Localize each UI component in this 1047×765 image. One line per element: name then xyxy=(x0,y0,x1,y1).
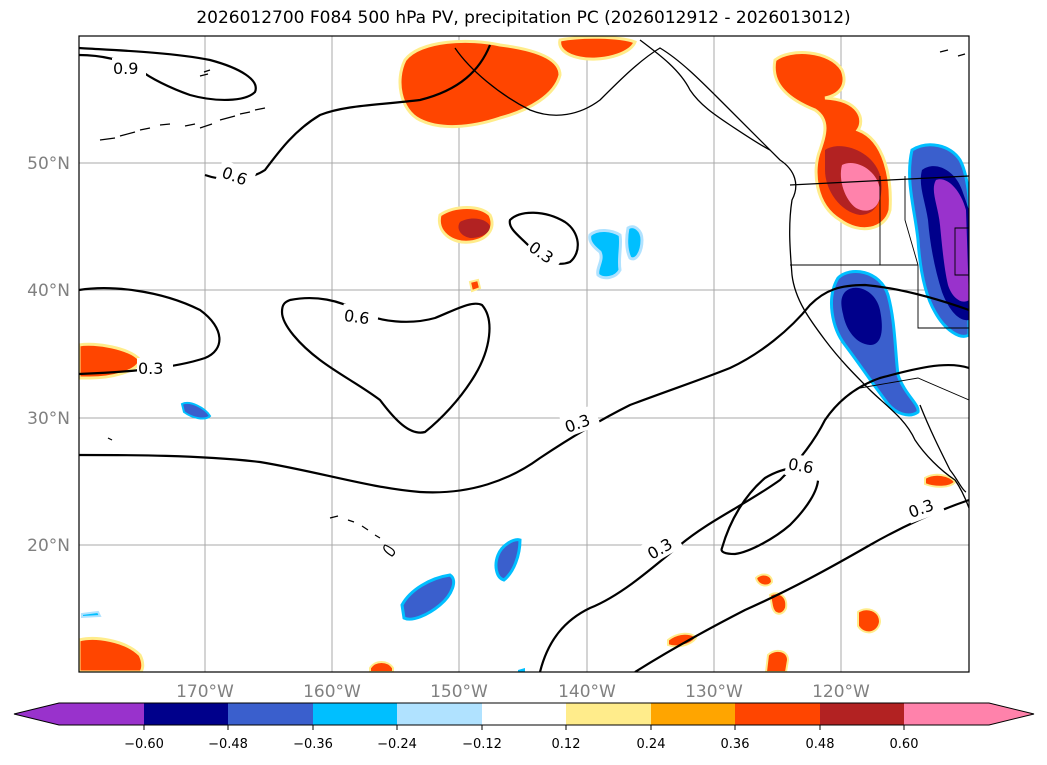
colorbar-tick-6: 0.24 xyxy=(637,737,666,752)
contour-label-0-3-west: 0.3 xyxy=(138,359,163,378)
contour-labels: 0.9 0.6 0.3 0.6 0.3 0.3 0.6 0.3 0.3 xyxy=(112,58,945,565)
map-title: 2026012700 F084 500 hPa PV, precipitatio… xyxy=(196,8,851,28)
colorbar-outline xyxy=(13,702,1035,726)
colorbar-bin-036-048 xyxy=(735,703,820,725)
lon-label-120w: 120°W xyxy=(812,682,870,702)
pv-contour-0-3-closed xyxy=(508,211,579,265)
colorbar-bin-neg060-neg048 xyxy=(144,703,228,725)
gridlines xyxy=(79,36,969,672)
pv-contour-0-6-south xyxy=(720,466,820,556)
colorbar-bin-above-060 xyxy=(904,703,989,725)
lon-label-170w: 170°W xyxy=(176,682,234,702)
colorbar-tick-8: 0.48 xyxy=(806,737,835,752)
colorbar-tick-0: −0.60 xyxy=(124,737,164,752)
colorbar-bin-neg036-neg024 xyxy=(313,703,397,725)
islands xyxy=(99,49,966,557)
pv-contour-0-9 xyxy=(79,46,257,102)
lon-label-130w: 130°W xyxy=(685,682,743,702)
lat-label-50n: 50°N xyxy=(27,154,70,174)
pv-contour-0-3-south xyxy=(538,364,969,672)
hawaiian-islands xyxy=(329,515,396,557)
colorbar-bin-048-060 xyxy=(820,703,904,725)
colorbar-tick-5: 0.12 xyxy=(552,737,581,752)
colorbar-tick-1: −0.48 xyxy=(208,737,248,752)
map-frame xyxy=(78,35,970,673)
lon-label-150w: 150°W xyxy=(430,682,488,702)
colorbar-bin-neg012-012 xyxy=(482,703,566,725)
colorbar-tick-4: −0.12 xyxy=(462,737,502,752)
minor-island xyxy=(107,437,113,441)
hudson-islands xyxy=(939,49,966,57)
lon-label-140w: 140°W xyxy=(558,682,616,702)
pv-contour-0-3-southeast xyxy=(634,498,969,672)
colorbar-tick-3: −0.24 xyxy=(377,737,417,752)
colorbar-extend-high xyxy=(989,703,1034,725)
pv-contour-0-3-central xyxy=(79,283,969,494)
baja-coast xyxy=(919,404,967,493)
lat-label-20n: 20°N xyxy=(27,536,70,556)
aleutian-islands xyxy=(99,107,266,141)
pv-contour-0-6-closed xyxy=(280,297,491,434)
us-mexico-border xyxy=(859,377,969,401)
lon-labels: 170°W 160°W 150°W 140°W 130°W 120°W xyxy=(176,682,870,702)
lat-labels: 50°N 40°N 30°N 20°N xyxy=(27,154,70,556)
lon-label-160w: 160°W xyxy=(303,682,361,702)
colorbar-bin-neg024-neg012 xyxy=(397,703,482,725)
contour-label-0-6-closed: 0.6 xyxy=(343,306,371,328)
colorbar-bin-below-neg060 xyxy=(59,703,144,725)
colorbar-bin-012-024 xyxy=(566,703,651,725)
contour-label-0-9: 0.9 xyxy=(113,59,138,78)
colorbar-bin-neg048-neg036 xyxy=(228,703,313,725)
colorbar-tick-9: 0.60 xyxy=(890,737,919,752)
north-america-coast xyxy=(454,47,969,509)
map-content: 0.9 0.6 0.3 0.6 0.3 0.3 0.6 0.3 0.3 xyxy=(79,36,969,672)
negative-precip-shading xyxy=(81,143,969,672)
colorbar-tick-marks xyxy=(143,725,905,730)
alaska-panhandle-coast xyxy=(639,39,771,151)
canada-us-border xyxy=(789,175,969,186)
lat-label-40n: 40°N xyxy=(27,281,70,301)
colorbar-tick-7: 0.36 xyxy=(721,737,750,752)
colorbar-extend-low xyxy=(14,703,59,725)
utah-border xyxy=(954,227,969,276)
colorbar: −0.60 −0.48 −0.36 −0.24 −0.12 0.12 0.24 … xyxy=(13,702,1035,752)
coastlines xyxy=(454,39,969,509)
lat-label-30n: 30°N xyxy=(27,409,70,429)
pv-contours xyxy=(79,44,969,672)
colorbar-bin-024-036 xyxy=(651,703,735,725)
pribilof-islands xyxy=(199,69,211,77)
colorbar-tick-2: −0.36 xyxy=(293,737,333,752)
contour-label-0-6-south: 0.6 xyxy=(787,454,815,477)
